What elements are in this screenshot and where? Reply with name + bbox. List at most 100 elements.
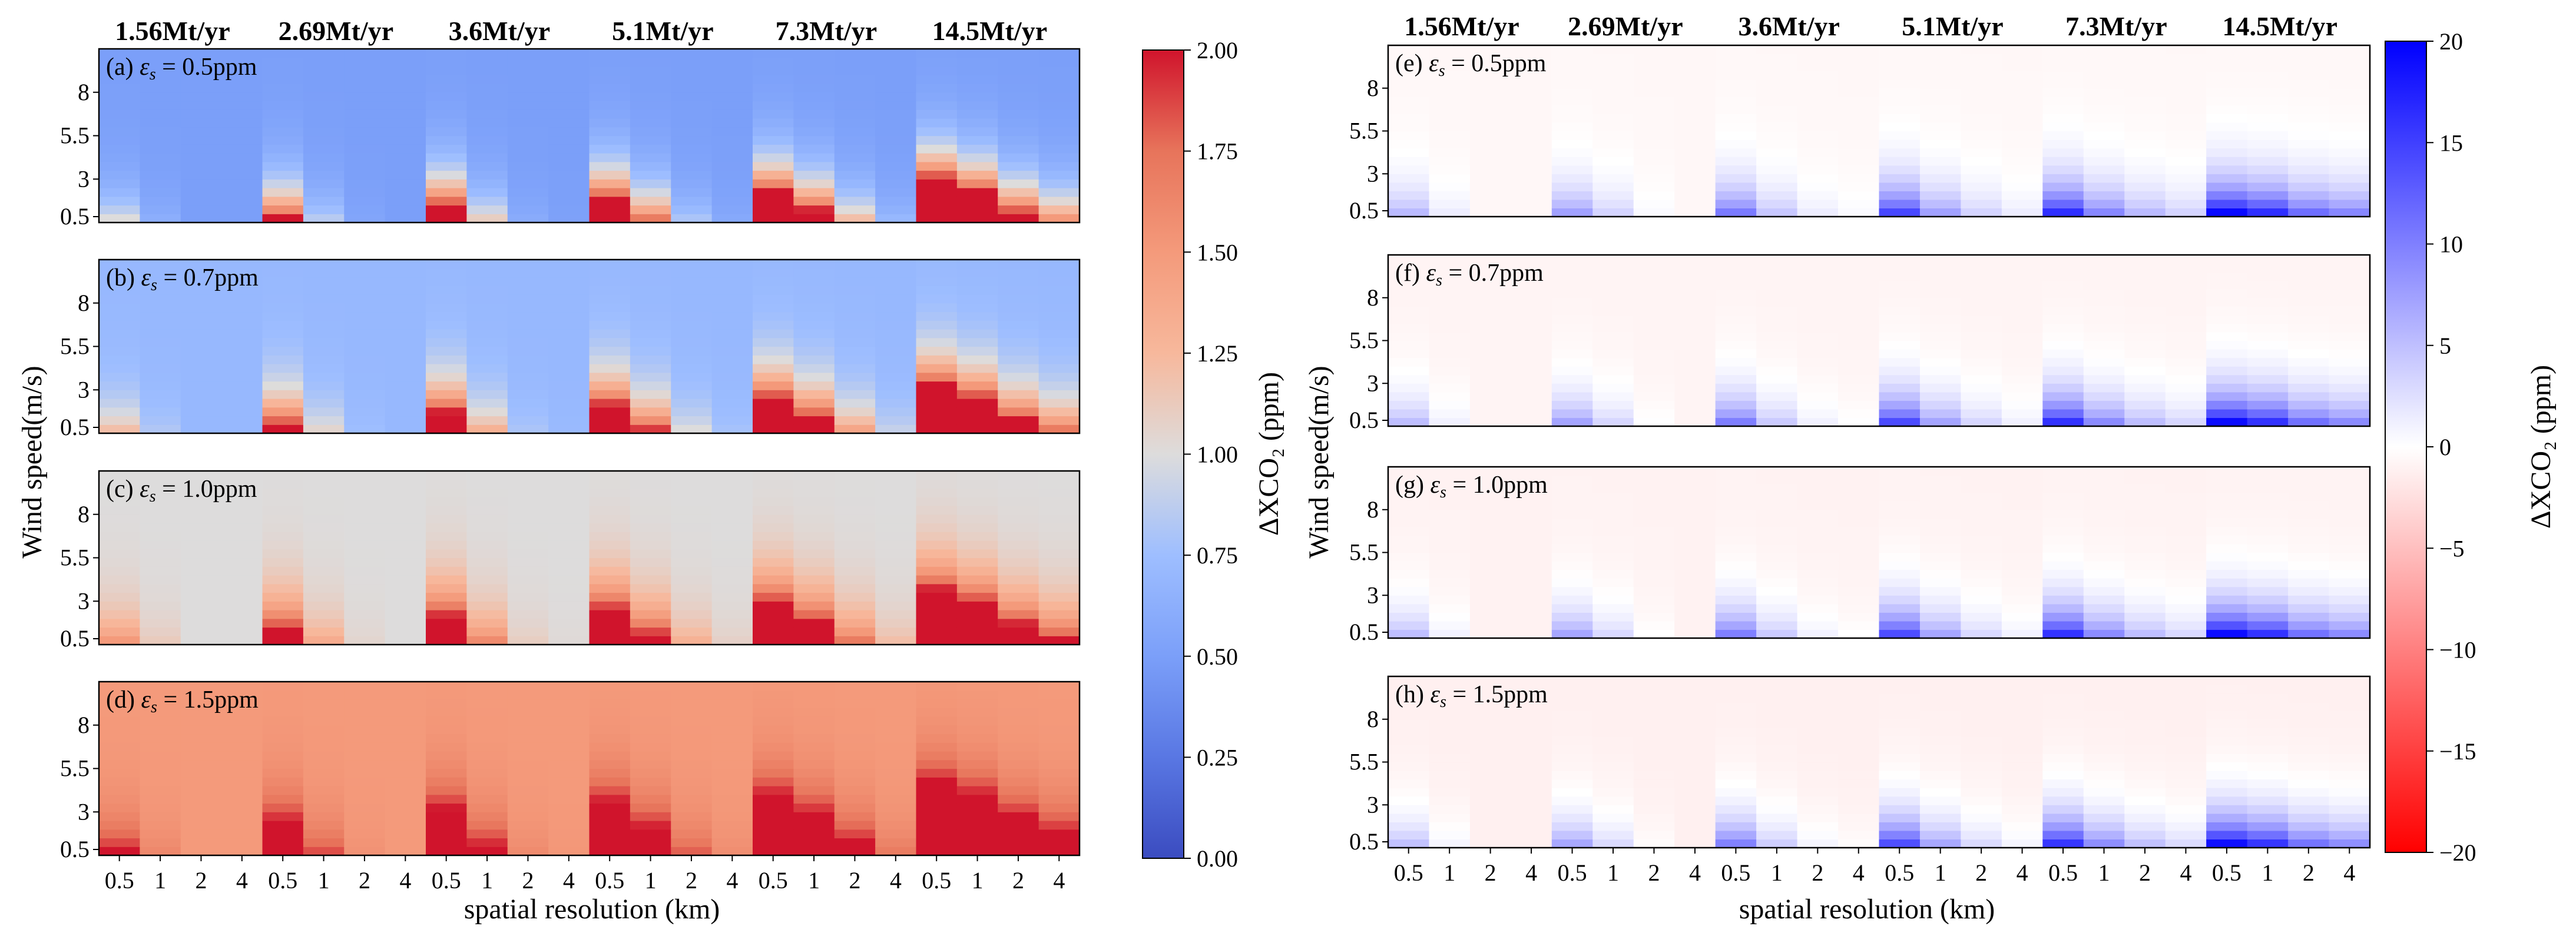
heat-cell — [1797, 54, 1839, 63]
heat-cell — [2247, 685, 2289, 694]
heat-cell — [1919, 676, 1962, 686]
heat-cell — [2042, 736, 2084, 745]
heat-cell — [303, 188, 345, 197]
heat-cell — [99, 294, 140, 304]
heat-cell — [303, 636, 345, 645]
heat-cell — [998, 286, 1039, 295]
heat-cell — [1469, 272, 1511, 281]
heat-cell — [793, 277, 835, 286]
heat-cell — [180, 161, 222, 171]
heat-cell — [2165, 586, 2207, 596]
heat-cell — [2206, 569, 2248, 579]
heat-cell — [2001, 702, 2043, 711]
heat-cell — [1797, 349, 1839, 359]
heat-cell — [1469, 629, 1511, 639]
heat-cell — [2042, 314, 2084, 324]
heat-cell — [1838, 263, 1880, 273]
heat-cell — [671, 390, 713, 399]
heat-cell — [711, 205, 753, 214]
heat-cell — [2247, 255, 2289, 264]
heat-cell — [1388, 297, 1430, 307]
heat-cell — [2083, 148, 2125, 157]
heat-cell — [466, 497, 508, 506]
heat-cell — [2124, 745, 2166, 754]
heat-cell — [1633, 822, 1675, 831]
heat-cell — [834, 742, 876, 752]
y-tick-label: 5.5 — [1349, 749, 1379, 775]
heat-cell — [1838, 140, 1880, 149]
heat-cell — [1756, 719, 1798, 728]
heat-cell — [2288, 62, 2330, 72]
heat-cell — [1756, 297, 1798, 307]
heat-cell — [1756, 263, 1798, 273]
heat-cell — [1879, 586, 1921, 596]
heat-cell — [2124, 45, 2166, 55]
heat-cell — [1429, 374, 1471, 384]
heat-cell — [671, 627, 713, 636]
heat-cell — [1879, 409, 1921, 419]
heat-cell — [2001, 357, 2043, 367]
heat-cell — [753, 135, 794, 145]
heat-cell — [916, 268, 958, 278]
heat-cell — [753, 618, 794, 628]
heat-cell — [548, 188, 590, 197]
heat-cell — [956, 337, 998, 347]
heat-cell — [630, 109, 671, 119]
heat-cell — [1592, 105, 1634, 114]
heat-cell — [1592, 157, 1634, 166]
heat-cell — [221, 759, 263, 769]
heat-cell — [1551, 813, 1593, 822]
heat-cell — [1715, 323, 1757, 333]
heat-cell — [589, 390, 631, 399]
heat-cell — [303, 497, 345, 506]
heat-cell — [1592, 357, 1634, 367]
heat-cell — [1797, 535, 1839, 545]
heat-cell — [2042, 685, 2084, 694]
heat-cell — [548, 506, 590, 515]
heat-cell — [1756, 492, 1798, 502]
heat-cell — [221, 101, 263, 110]
x-tick-label: 2 — [522, 867, 534, 894]
heat-cell — [2206, 813, 2248, 822]
heat-cell — [2083, 561, 2125, 570]
heat-cell — [2206, 105, 2248, 114]
heat-cell — [221, 268, 263, 278]
heat-cell — [2206, 199, 2248, 209]
heat-cell — [1511, 745, 1552, 754]
heat-cell — [2165, 289, 2207, 298]
heat-cell — [426, 699, 467, 708]
heat-cell — [2124, 509, 2166, 519]
heat-cell — [1919, 391, 1962, 401]
heat-cell — [834, 135, 876, 145]
heat-cell — [753, 161, 794, 171]
heat-cell — [2124, 105, 2166, 114]
heat-cell — [956, 829, 998, 839]
heat-cell — [916, 557, 958, 567]
heat-cell — [2247, 552, 2289, 562]
heat-cell — [548, 424, 590, 434]
y-tick-label: 0.5 — [60, 414, 90, 440]
heat-cell — [1674, 612, 1716, 622]
heat-cell — [1756, 182, 1798, 191]
heat-cell — [711, 540, 753, 550]
heat-cell — [99, 759, 140, 769]
heat-cell — [2247, 71, 2289, 80]
heat-cell — [221, 532, 263, 541]
heat-cell — [344, 260, 386, 269]
heat-cell — [2288, 501, 2330, 510]
heat-cell — [2329, 289, 2370, 298]
heat-cell — [2001, 813, 2043, 822]
heat-cell — [466, 355, 508, 364]
heat-cell — [1592, 578, 1634, 587]
emission-rate-title: 2.69Mt/yr — [1568, 11, 1683, 41]
heat-cell — [1674, 272, 1716, 281]
heat-cell — [1756, 535, 1798, 545]
heat-cell — [1756, 289, 1798, 298]
heat-cell — [1633, 131, 1675, 140]
heat-cell — [303, 523, 345, 532]
heat-cell — [1551, 475, 1593, 484]
heat-cell — [671, 725, 713, 735]
heat-cell — [711, 424, 753, 434]
heat-cell — [1388, 813, 1430, 822]
heat-cell — [1511, 374, 1552, 384]
